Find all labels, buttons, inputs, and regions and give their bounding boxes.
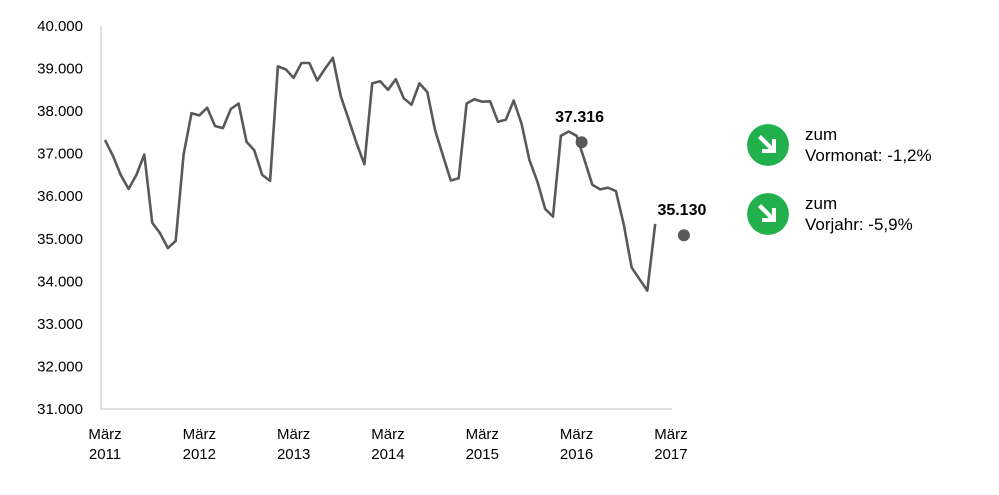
x-tick-label: März (371, 426, 404, 443)
x-tick-label: März (560, 426, 593, 443)
data-markers: 37.316 35.130 (555, 109, 706, 242)
data-point-marker (575, 136, 588, 149)
y-tick-label: 31.000 (37, 401, 83, 418)
info-line-2: Vormonat: -1,2% (805, 146, 932, 165)
x-tick-label: 2017 (654, 446, 687, 463)
x-tick-label: 2015 (466, 446, 499, 463)
y-tick-label: 35.000 (37, 231, 83, 248)
axes (100, 26, 672, 410)
x-tick-label: März (88, 426, 121, 443)
x-tick-label: 2012 (183, 446, 216, 463)
arrow-down-right-icon (747, 124, 789, 166)
info-line-1: zum (805, 194, 838, 213)
change-vs-previous-year: zum Vorjahr: -5,9% (747, 193, 913, 235)
data-point-marker (677, 229, 690, 242)
x-tick-label: März (183, 426, 216, 443)
y-tick-label: 40.000 (37, 18, 83, 35)
x-tick-label: 2011 (89, 446, 121, 463)
y-tick-label: 39.000 (37, 61, 83, 78)
x-tick-label: März (466, 426, 499, 443)
change-vs-previous-month: zum Vormonat: -1,2% (747, 124, 932, 166)
y-tick-label: 33.000 (37, 316, 83, 333)
y-tick-label: 34.000 (37, 273, 83, 290)
data-label: 35.130 (657, 202, 706, 219)
arrow-down-right-icon (747, 193, 789, 235)
info-line-1: zum (805, 125, 838, 144)
y-tick-label: 37.000 (37, 146, 83, 163)
y-tick-label: 32.000 (37, 358, 83, 375)
series (103, 56, 657, 293)
series-line (103, 56, 657, 293)
x-tick-label: 2013 (277, 446, 310, 463)
y-axis-ticks: 31.000 32.000 33.000 34.000 35.000 36.000 37.0… (37, 18, 83, 418)
y-tick-label: 36.000 (37, 188, 83, 205)
x-tick-label: März (654, 426, 687, 443)
x-axis-ticks: März 2011 März 2012 März 2013 März 2014 März 2015… (88, 426, 687, 463)
info-line-2: Vorjahr: -5,9% (805, 215, 913, 234)
x-tick-label: 2014 (371, 446, 404, 463)
data-label: 37.316 (555, 109, 604, 126)
x-tick-label: März (277, 426, 310, 443)
y-tick-label: 38.000 (37, 103, 83, 120)
x-tick-label: 2016 (560, 446, 593, 463)
